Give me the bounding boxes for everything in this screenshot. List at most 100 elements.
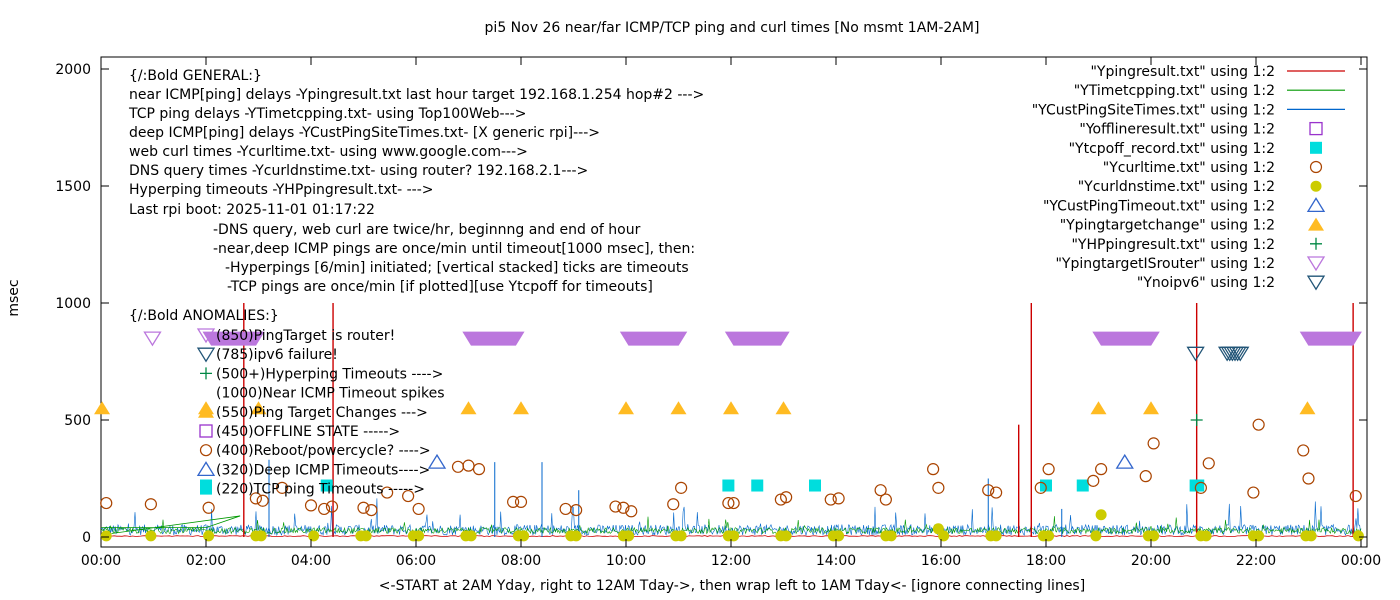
- data-point: [833, 530, 845, 542]
- note-line: DNS query times -Ycurldnstime.txt- using…: [129, 163, 588, 179]
- router-target-band: [1299, 331, 1362, 346]
- legend-marker-sample: [1310, 141, 1322, 154]
- anomaly-key-text: (1000)Near ICMP Timeout spikes: [216, 386, 445, 402]
- anomaly-key-text: (500+)Hyperping Timeouts ---->: [216, 366, 443, 382]
- tcp-ping-trace: [100, 516, 1362, 535]
- data-point: [249, 492, 262, 505]
- data-point: [1147, 437, 1160, 450]
- data-point: [1095, 509, 1107, 521]
- legend-marker-sample: [1306, 256, 1326, 272]
- y-tick-label: 2000: [55, 62, 91, 78]
- data-point: [1299, 401, 1316, 415]
- x-axis-label: <-START at 2AM Yday, right to 12AM Tday-…: [379, 578, 1085, 594]
- note-line: near ICMP[ping] delays -Ypingresult.txt …: [129, 87, 704, 103]
- anomaly-key-symbol: [198, 404, 214, 418]
- y-tick-label: 0: [82, 530, 91, 546]
- note-line: TCP ping delays -YTimetcpping.txt- using…: [128, 106, 526, 122]
- x-tick-label: 12:00: [711, 553, 751, 569]
- data-point: [1186, 346, 1205, 362]
- x-tick-label: 06:00: [396, 553, 436, 569]
- data-point: [570, 503, 583, 517]
- anomaly-key-text: (220)TCP ping Timeouts ----->: [216, 482, 425, 498]
- data-point: [381, 486, 394, 499]
- router-target-band: [202, 331, 265, 346]
- data-point: [675, 530, 687, 542]
- data-point: [1139, 470, 1152, 483]
- data-point: [623, 530, 635, 542]
- note-line: deep ICMP[ping] delays -YCustPingSiteTim…: [129, 125, 600, 141]
- data-point: [1042, 463, 1055, 476]
- y-tick-label: 500: [64, 413, 91, 429]
- data-point: [514, 495, 528, 508]
- data-point: [559, 502, 572, 516]
- data-point: [1148, 530, 1160, 542]
- data-point: [1352, 530, 1364, 542]
- anomaly-key-text: (320)Deep ICMP Timeouts---->: [216, 462, 430, 478]
- data-point: [412, 502, 425, 516]
- legend-label: "YpingtargetISrouter" using 1:2: [1055, 256, 1275, 272]
- legend-marker-sample: [1309, 121, 1323, 136]
- data-point: [304, 499, 318, 512]
- data-point: [932, 481, 945, 494]
- data-point: [1143, 401, 1159, 415]
- data-point: [722, 479, 735, 492]
- data-point: [1253, 530, 1265, 542]
- note-line: {/:Bold ANOMALIES:}: [129, 308, 279, 324]
- data-point: [413, 530, 425, 542]
- data-point: [513, 401, 529, 415]
- legend-label: "YCustPingSiteTimes.txt" using 1:2: [1032, 102, 1275, 118]
- anomaly-key-text: (850)PingTarget is router!: [216, 328, 395, 344]
- data-point: [202, 501, 215, 514]
- data-point: [276, 481, 289, 494]
- data-point: [144, 498, 157, 511]
- data-point: [1090, 530, 1102, 542]
- data-point: [325, 500, 339, 513]
- data-point: [427, 453, 447, 469]
- anomaly-key-symbol: [199, 424, 213, 438]
- legend-label: "Yofflineresult.txt" using 1:2: [1079, 122, 1275, 138]
- data-point: [460, 401, 477, 415]
- y-tick-label: 1000: [55, 296, 91, 312]
- router-target-band: [1092, 331, 1160, 346]
- data-point: [1043, 530, 1055, 542]
- data-point: [360, 530, 372, 542]
- data-point: [670, 401, 687, 415]
- data-point: [143, 331, 162, 347]
- data-point: [1115, 453, 1134, 469]
- anomaly-key-text: (450)OFFLINE STATE ----->: [216, 424, 400, 440]
- router-target-band: [724, 331, 790, 346]
- data-point: [824, 493, 837, 506]
- data-point: [1095, 463, 1108, 476]
- anomaly-key-text: (785)ipv6 failure!: [216, 347, 338, 363]
- data-point: [1200, 530, 1212, 542]
- legend-marker-sample: [1308, 217, 1324, 231]
- data-point: [1225, 346, 1245, 362]
- data-point: [256, 494, 269, 507]
- y-axis-label: msec: [6, 279, 22, 316]
- anomaly-key-symbol: [200, 482, 212, 495]
- legend-marker-sample: [1309, 160, 1323, 174]
- legend-label: "YHPpingresult.txt" using 1:2: [1071, 237, 1275, 253]
- data-point: [100, 496, 113, 510]
- data-point: [874, 484, 887, 497]
- anomaly-key-symbol: [196, 461, 216, 477]
- plot-frame: [100, 56, 1368, 548]
- data-point: [780, 491, 793, 504]
- legend: "Ypingresult.txt" using 1:2 "YTimetcpping…: [1032, 64, 1345, 291]
- data-point: [809, 479, 821, 492]
- data-point: [1192, 479, 1205, 492]
- x-tick-label: 22:00: [1236, 553, 1276, 569]
- anomaly-key-symbol: [199, 444, 213, 457]
- data-point: [728, 530, 740, 542]
- data-point: [1087, 474, 1100, 487]
- anomaly-key-symbol: [196, 328, 216, 344]
- y-tick-label: 1500: [55, 179, 91, 195]
- legend-label: "Ycurltime.txt" using 1:2: [1103, 160, 1275, 176]
- router-target-band: [619, 331, 688, 346]
- note-line: -Hyperpings [6/min] initiated; [vertical…: [225, 260, 689, 276]
- router-target-band: [462, 331, 525, 346]
- data-point: [775, 401, 792, 415]
- data-point: [365, 503, 378, 517]
- legend-label: "YTimetcpping.txt" using 1:2: [1074, 83, 1275, 99]
- data-point: [462, 459, 475, 472]
